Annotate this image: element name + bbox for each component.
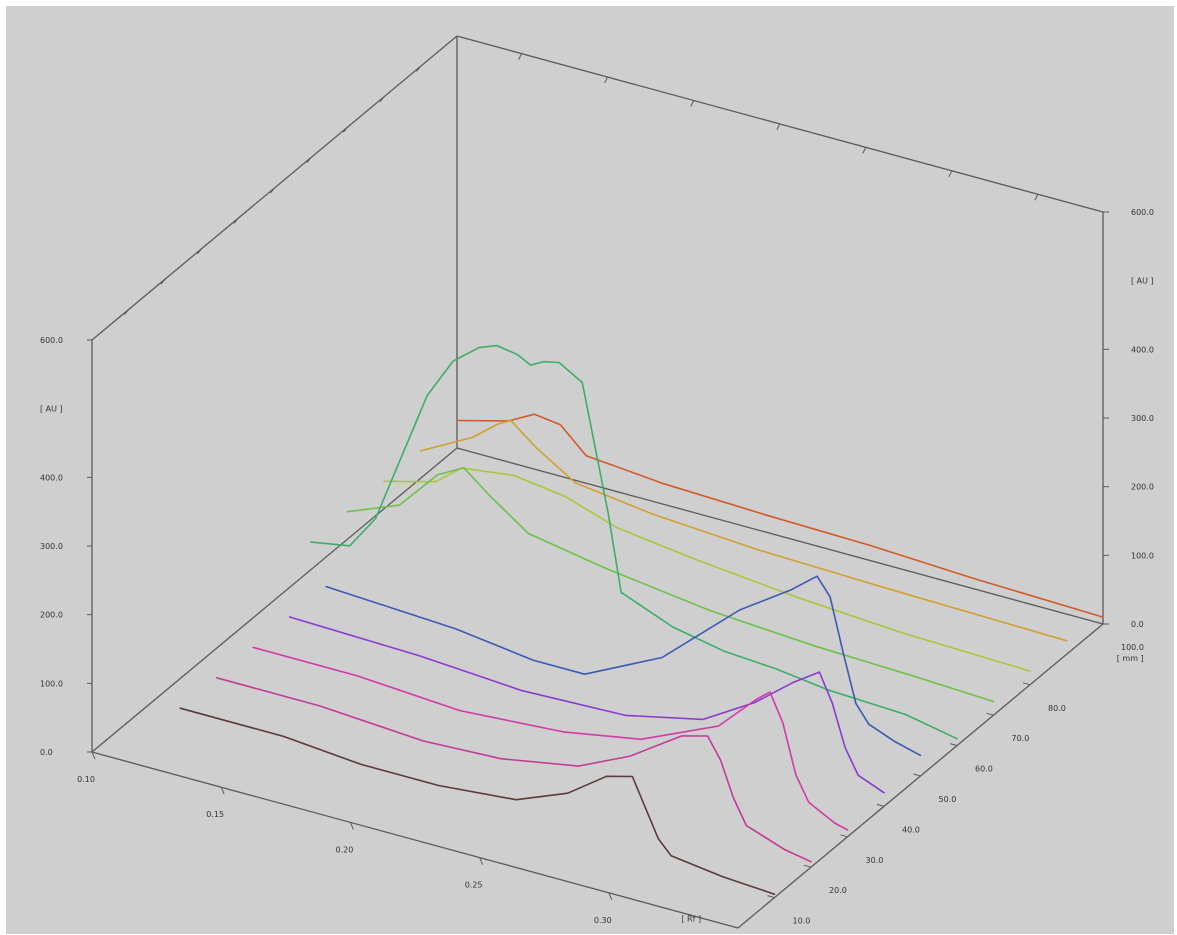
z-tick-label: 10.0 <box>793 917 811 926</box>
y-right-tick-label: 0.0 <box>1131 620 1144 629</box>
x-tick-label: 0.20 <box>335 845 353 854</box>
top-back-edge-tick <box>776 123 781 131</box>
x-tick-label: 0.30 <box>594 916 612 925</box>
z-tick-label: 30.0 <box>866 856 884 865</box>
top-back-edge-tick <box>604 76 609 84</box>
trace-line <box>252 646 849 831</box>
trace-series <box>179 344 1104 896</box>
back-floor-line <box>456 447 1104 625</box>
x-axis-line <box>91 751 739 929</box>
y-left-tick-label: 400.0 <box>40 473 63 482</box>
y-left-axis-title: [ AU ] <box>40 405 63 414</box>
x-axis-title: [ Rf ] <box>681 914 701 923</box>
trace-line <box>288 616 885 794</box>
y-right-tick-label: 600.0 <box>1131 208 1154 217</box>
y-right-tick-label: 100.0 <box>1131 551 1154 560</box>
top-back-edge-tick <box>1034 194 1039 201</box>
top-left-edge-tick <box>416 66 421 72</box>
z-tick-label: 60.0 <box>975 765 993 774</box>
x-tick-mark <box>479 857 484 865</box>
trace-line <box>179 707 776 896</box>
y-left-tick-label: 0.0 <box>40 748 53 757</box>
z-tick-mark <box>767 895 775 899</box>
z-tick-label: 80.0 <box>1048 704 1066 713</box>
top-left-edge-tick <box>197 248 202 255</box>
y-left-tick-label: 200.0 <box>40 611 63 620</box>
x-tick-label: 0.25 <box>465 881 483 890</box>
top-back-edge-line <box>456 35 1104 213</box>
z-axis-title: [ mm ] <box>1117 654 1144 663</box>
top-back-edge-tick <box>518 53 523 60</box>
trace-line <box>325 575 922 757</box>
z-tick-mark <box>1022 682 1031 686</box>
z-tick-label: 70.0 <box>1012 734 1030 743</box>
z-tick-label: 20.0 <box>829 886 847 895</box>
z-tick-mark <box>1095 621 1104 625</box>
left-floor-line <box>91 447 458 753</box>
top-back-edge-tick <box>862 147 867 154</box>
x-tick-label: 0.15 <box>206 810 224 819</box>
y-left-tick-label: 600.0 <box>40 336 63 345</box>
axis-ticks <box>87 53 1109 900</box>
z-tick-mark <box>876 803 885 807</box>
y-right-tick-label: 400.0 <box>1131 345 1154 354</box>
x-tick-mark <box>608 892 613 900</box>
y-right-tick-label: 300.0 <box>1131 414 1154 423</box>
top-back-edge-tick <box>690 100 695 107</box>
z-tick-mark <box>986 712 994 716</box>
trace-line <box>215 676 812 863</box>
y-right-axis-title: [ AU ] <box>1131 277 1154 286</box>
x-tick-mark <box>220 787 225 795</box>
top-left-edge-tick <box>160 278 166 285</box>
plot-panel <box>6 6 1174 934</box>
z-tick-label: 100.0 <box>1121 643 1144 652</box>
z-tick-label: 40.0 <box>902 825 920 834</box>
x-tick-mark <box>349 822 354 830</box>
x-tick-mark <box>91 751 96 760</box>
trace-line <box>346 467 995 703</box>
top-left-edge-tick <box>343 126 348 133</box>
axis-labels: 0.10 0.15 0.20 0.25 0.30 [ Rf ] 10.0 20.0 30.0 40… <box>40 208 1154 926</box>
y-left-tick-label: 100.0 <box>40 679 63 688</box>
z-tick-mark <box>913 773 921 777</box>
x-tick-label: 0.10 <box>77 775 95 784</box>
z-tick-mark <box>949 743 958 747</box>
top-left-edge-tick <box>306 157 312 163</box>
top-left-edge-tick <box>379 96 385 103</box>
trace-line <box>456 413 1104 618</box>
z-tick-mark <box>840 834 848 838</box>
z-tick-mark <box>803 864 812 868</box>
y-left-tick-label: 300.0 <box>40 542 63 551</box>
y-right-tick-label: 200.0 <box>1131 483 1154 492</box>
top-back-edge-tick <box>948 170 953 178</box>
top-left-edge-tick <box>270 187 275 194</box>
trace-line <box>310 344 958 740</box>
trace-line <box>419 419 1068 642</box>
z-tick-label: 50.0 <box>939 795 957 804</box>
top-left-edge-tick <box>233 218 239 224</box>
trace-line <box>383 467 1031 672</box>
top-left-edge-tick <box>124 309 129 315</box>
